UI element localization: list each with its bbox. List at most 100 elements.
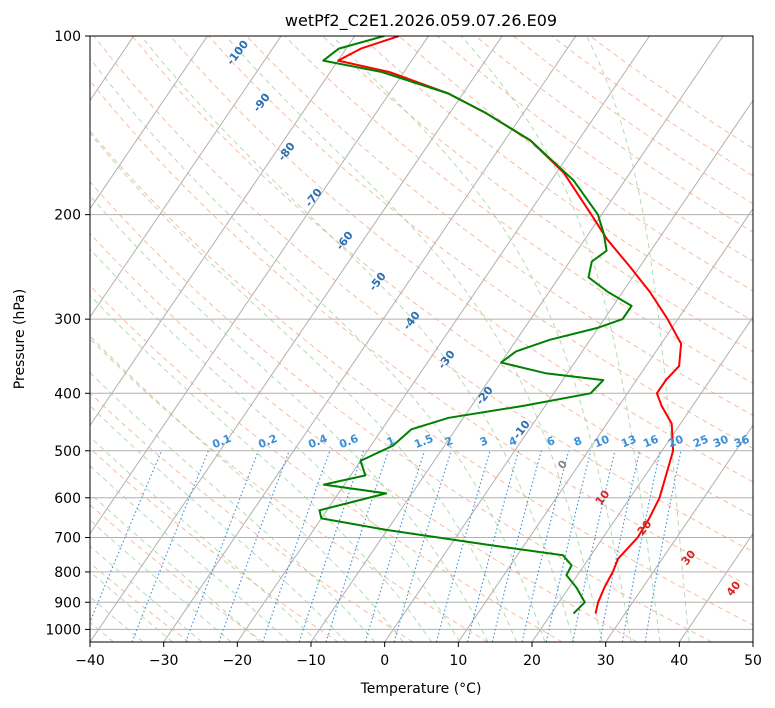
mixing-ratio-label: 0.4 xyxy=(306,432,329,451)
isotherm-line xyxy=(384,99,753,642)
dry-adiabat xyxy=(131,36,753,517)
mixing-ratio-label: 0.2 xyxy=(256,432,279,451)
x-tick-label: −40 xyxy=(75,653,105,669)
dry-adiabat-label: -80 xyxy=(275,140,298,164)
dry-adiabat-label: 30 xyxy=(679,547,699,567)
isotherm-line xyxy=(310,36,724,642)
dry-adiabat-label: -70 xyxy=(302,186,325,210)
dry-adiabat-label: -20 xyxy=(473,384,496,408)
dry-adiabat xyxy=(90,130,753,626)
mixing-ratio-line xyxy=(491,450,542,642)
mixing-ratio-line xyxy=(131,450,209,642)
mixing-ratio-label: 3 xyxy=(478,434,490,449)
x-tick-label: −10 xyxy=(296,653,326,669)
mixing-ratio-label: 16 xyxy=(641,433,660,451)
y-tick-label: 1000 xyxy=(45,622,81,638)
moist-adiabat xyxy=(90,465,290,642)
mixing-ratio-line xyxy=(521,450,570,642)
dry-adiabat xyxy=(90,392,414,642)
mixing-ratio-line xyxy=(218,450,290,642)
moist-adiabat xyxy=(90,596,144,642)
isotherm-line xyxy=(752,641,753,642)
y-tick-label: 500 xyxy=(54,444,81,460)
x-axis-ticks: −40 −30 −20 −10 0 10 20 30 40 50 xyxy=(75,642,762,669)
mixing-ratio-line xyxy=(545,450,592,642)
moist-adiabat xyxy=(331,36,632,642)
dry-adiabat-label: -40 xyxy=(400,309,423,333)
isotherm-grid xyxy=(90,36,753,642)
x-tick-label: 40 xyxy=(670,653,688,669)
y-tick-label: 600 xyxy=(54,491,81,507)
isotherm-line xyxy=(90,36,282,318)
isotherm-line xyxy=(90,36,503,642)
y-tick-label: 200 xyxy=(54,208,81,224)
dry-adiabat-label: 40 xyxy=(724,578,744,598)
mixing-ratio-line xyxy=(621,450,661,642)
moist-adiabat xyxy=(90,492,261,642)
moist-adiabat xyxy=(90,57,546,642)
isotherm-line xyxy=(90,36,208,210)
x-axis-label: Temperature (°C) xyxy=(360,681,482,697)
dry-adiabat-label: -90 xyxy=(250,91,273,115)
mixing-ratio-label: 30 xyxy=(711,433,730,451)
isotherm-line xyxy=(90,36,356,427)
dry-adiabat xyxy=(90,562,190,642)
mixing-ratio-line xyxy=(90,450,163,624)
x-tick-label: 20 xyxy=(523,653,541,669)
dry-adiabat xyxy=(90,284,563,642)
mixing-ratio-line xyxy=(393,450,452,642)
moist-adiabat xyxy=(90,248,461,642)
dewpoint-line xyxy=(318,36,633,615)
isotherm-line xyxy=(678,532,753,642)
plot-area xyxy=(90,36,753,642)
moist-adiabat xyxy=(90,294,432,642)
mixing-ratio-label: 2 xyxy=(443,434,455,449)
dry-adiabat xyxy=(436,36,753,262)
mixing-ratio-line xyxy=(466,450,520,642)
moist-adiabat xyxy=(586,36,690,642)
plot-frame xyxy=(89,35,754,643)
isotherm-line xyxy=(531,316,753,642)
dry-adiabat xyxy=(90,181,712,642)
mixing-ratio-label: 13 xyxy=(619,433,638,451)
moist-adiabat xyxy=(90,570,173,642)
mixing-ratio-line xyxy=(185,450,259,642)
mixing-ratio-label: 0.6 xyxy=(337,432,360,451)
dry-adiabat-label: 0 xyxy=(555,457,570,471)
isotherm-line xyxy=(163,36,577,642)
dry-adiabat xyxy=(90,232,638,642)
dry-adiabat xyxy=(93,36,753,553)
moist-adiabat xyxy=(90,436,319,642)
y-axis-ticks: 100 200 300 400 500 600 700 800 900 1000 xyxy=(45,29,90,638)
chart-title: wetPf2_C2E1.2026.059.07.26.E09 xyxy=(285,11,557,31)
dry-adiabat xyxy=(90,79,753,589)
y-tick-label: 900 xyxy=(54,595,81,611)
dry-adiabat xyxy=(398,36,753,292)
dry-adiabat-label: -100 xyxy=(224,38,251,68)
profile-lines xyxy=(318,36,683,615)
moist-adiabat xyxy=(460,36,661,642)
isotherm-line xyxy=(90,36,429,535)
mixing-ratio-line xyxy=(325,450,389,642)
y-tick-label: 300 xyxy=(54,312,81,328)
mixing-ratio-label: 36 xyxy=(732,433,751,451)
mixing-ratio-line xyxy=(572,450,616,642)
moist-adiabat xyxy=(90,371,376,642)
mixing-ratio-label: 10 xyxy=(592,433,611,451)
moist-adiabats xyxy=(90,36,690,642)
x-tick-label: −30 xyxy=(149,653,179,669)
dry-adiabat-label: -30 xyxy=(435,348,458,372)
dry-adiabat xyxy=(322,36,753,353)
mixing-ratio-label: 20 xyxy=(666,433,685,451)
y-tick-label: 100 xyxy=(54,29,81,45)
mixing-ratio-label: 6 xyxy=(545,434,557,449)
dry-adiabat-label: 10 xyxy=(593,487,613,507)
isotherm-line xyxy=(457,207,753,642)
dry-adiabat-label: -50 xyxy=(366,270,389,294)
moist-adiabat xyxy=(140,36,575,642)
x-tick-label: −20 xyxy=(223,653,253,669)
x-tick-label: 30 xyxy=(597,653,615,669)
mixing-ratio-line xyxy=(364,450,426,642)
